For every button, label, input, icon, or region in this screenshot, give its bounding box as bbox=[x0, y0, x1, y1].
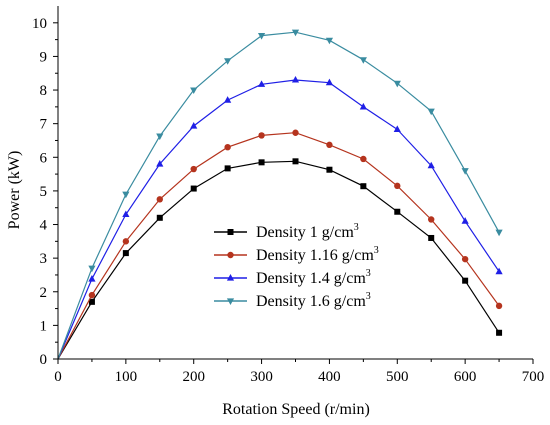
series-4 bbox=[57, 29, 503, 360]
data-point-3-4 bbox=[190, 122, 198, 129]
axes-layer: 0 100 200 300 400 500 600 700 0 1 2 3 4 5 6 7 8 9 10 bbox=[32, 6, 544, 385]
x-tick-label-5: 500 bbox=[386, 369, 409, 385]
y-tick-label-6: 6 bbox=[40, 150, 48, 166]
series-1 bbox=[57, 158, 503, 360]
data-point-2-4 bbox=[190, 165, 197, 173]
series-3 bbox=[57, 75, 503, 360]
data-point-3-1 bbox=[88, 274, 96, 282]
data-point-2-9 bbox=[360, 155, 367, 163]
legend-marker-2 bbox=[227, 251, 234, 259]
data-point-3-6 bbox=[257, 80, 266, 87]
data-point-1-5 bbox=[224, 165, 231, 172]
legend-label-3: Density 1.4 g/cm3 bbox=[256, 268, 371, 287]
data-point-1-3 bbox=[156, 214, 163, 221]
y-tick-label-5: 5 bbox=[40, 184, 48, 200]
data-point-1-4 bbox=[190, 185, 197, 192]
data-point-1-13 bbox=[496, 329, 503, 336]
legend-item-4: Density 1.6 g/cm3 bbox=[214, 291, 371, 310]
y-tick-label-7: 7 bbox=[40, 117, 48, 133]
series-2 bbox=[57, 129, 503, 360]
data-point-1-11 bbox=[428, 234, 435, 241]
data-point-1-7 bbox=[292, 158, 299, 165]
data-point-3-12 bbox=[461, 217, 469, 224]
data-point-2-6 bbox=[258, 132, 265, 139]
data-point-4-8 bbox=[325, 37, 334, 45]
y-tick-label-0: 0 bbox=[40, 352, 48, 368]
data-point-3-3 bbox=[156, 160, 164, 167]
data-point-2-13 bbox=[495, 302, 503, 310]
legend-marker-3 bbox=[226, 274, 235, 281]
data-point-2-1 bbox=[88, 291, 96, 299]
x-tick-label-2: 200 bbox=[182, 369, 205, 385]
y-tick-label-3: 3 bbox=[40, 251, 48, 267]
legend-item-3: Density 1.4 g/cm3 bbox=[214, 268, 371, 287]
data-point-2-11 bbox=[428, 216, 435, 223]
data-point-1-9 bbox=[360, 183, 367, 190]
data-point-4-9 bbox=[359, 57, 367, 64]
data-point-3-2 bbox=[122, 210, 130, 218]
data-point-2-10 bbox=[394, 182, 401, 190]
legend-item-1: Density 1 g/cm3 bbox=[214, 222, 359, 241]
data-point-4-2 bbox=[122, 191, 130, 199]
x-axis-title: Rotation Speed (r/min) bbox=[222, 401, 370, 418]
data-point-2-2 bbox=[122, 238, 130, 245]
data-point-3-8 bbox=[325, 78, 334, 86]
x-tick-label-4: 400 bbox=[318, 369, 341, 385]
data-point-3-9 bbox=[359, 102, 367, 110]
legend-label-4: Density 1.6 g/cm3 bbox=[256, 291, 371, 310]
series-layer bbox=[57, 29, 503, 360]
data-point-3-11 bbox=[427, 161, 435, 169]
y-axis-title: Power (kW) bbox=[6, 151, 23, 230]
series-line-3 bbox=[57, 79, 500, 360]
y-tick-label-10: 10 bbox=[32, 16, 47, 32]
data-point-2-5 bbox=[224, 144, 231, 151]
data-point-2-3 bbox=[156, 196, 163, 203]
series-line-2 bbox=[57, 132, 500, 360]
data-point-2-7 bbox=[292, 129, 299, 136]
data-point-4-3 bbox=[156, 133, 164, 141]
x-tick-label-0: 0 bbox=[54, 369, 62, 385]
data-point-1-12 bbox=[462, 277, 469, 284]
x-tick-label-1: 100 bbox=[115, 369, 138, 385]
y-tick-label-8: 8 bbox=[40, 83, 48, 99]
data-point-3-10 bbox=[393, 125, 401, 132]
data-point-1-6 bbox=[258, 159, 265, 166]
legend-label-2: Density 1.16 g/cm3 bbox=[256, 245, 379, 264]
legend-item-2: Density 1.16 g/cm3 bbox=[214, 245, 379, 264]
series-line-1 bbox=[57, 160, 500, 360]
x-tick-label-6: 600 bbox=[454, 369, 477, 385]
data-point-3-13 bbox=[495, 267, 503, 275]
series-line-4 bbox=[57, 31, 500, 360]
y-tick-label-4: 4 bbox=[40, 218, 48, 234]
x-tick-label-7: 700 bbox=[522, 369, 545, 385]
y-tick-label-2: 2 bbox=[40, 285, 48, 301]
data-point-4-4 bbox=[190, 87, 198, 95]
data-point-4-12 bbox=[461, 168, 469, 175]
data-point-2-8 bbox=[326, 141, 333, 149]
data-point-4-10 bbox=[393, 80, 401, 88]
data-point-4-5 bbox=[224, 58, 232, 65]
y-tick-label-9: 9 bbox=[40, 49, 48, 65]
data-point-3-7 bbox=[291, 75, 300, 83]
data-point-4-6 bbox=[257, 32, 266, 40]
legend-label-1: Density 1 g/cm3 bbox=[256, 222, 359, 241]
data-point-4-11 bbox=[427, 108, 435, 116]
legend-marker-1 bbox=[227, 229, 234, 235]
data-point-1-8 bbox=[326, 166, 333, 173]
legend: Density 1 g/cm3 Density 1.16 g/cm3 Density… bbox=[214, 222, 379, 310]
legend-marker-4 bbox=[226, 298, 235, 305]
x-tick-label-3: 300 bbox=[250, 369, 273, 385]
data-point-2-12 bbox=[461, 255, 469, 263]
data-point-1-1 bbox=[88, 298, 95, 305]
data-point-1-2 bbox=[122, 250, 129, 257]
data-point-4-7 bbox=[291, 29, 300, 37]
data-point-4-1 bbox=[88, 265, 96, 273]
data-point-3-5 bbox=[224, 96, 232, 103]
data-point-1-10 bbox=[394, 208, 401, 215]
data-point-4-13 bbox=[495, 229, 503, 237]
y-tick-label-1: 1 bbox=[40, 318, 48, 334]
